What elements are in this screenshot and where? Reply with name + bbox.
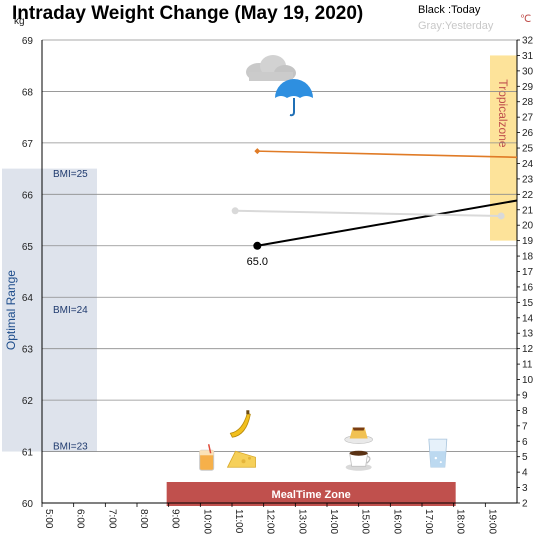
y-right-tick-label: 17 [522, 267, 534, 278]
x-tick-label: 7:00 [106, 509, 117, 529]
y-right-tick-label: 12 [522, 344, 534, 355]
y-right-tick-label: 31 [522, 51, 534, 62]
x-tick-label: 14:00 [328, 509, 339, 534]
banana-icon [229, 410, 251, 438]
y-right-tick-label: 32 [522, 36, 534, 47]
y-right-tick-label: 28 [522, 97, 534, 108]
legend-yesterday: Gray:Yesterday [418, 20, 494, 32]
x-tick-label: 8:00 [138, 509, 149, 529]
x-tick-label: 19:00 [486, 509, 497, 534]
y-right-tick-label: 26 [522, 128, 534, 139]
y-left-tick-label: 64 [22, 293, 34, 304]
chart-title: Intraday Weight Change (May 19, 2020) [12, 3, 363, 24]
rain-cloud-umbrella-icon [246, 55, 313, 117]
bmi-marker-label: BMI=24 [53, 305, 88, 316]
background-bands: Optimal Range Tropicalzone MealTime Zone BM… [2, 55, 517, 506]
y-right-tick-label: 22 [522, 190, 534, 201]
y-right-tick-label: 25 [522, 144, 534, 155]
today-point [253, 241, 262, 250]
y-right-tick-label: 27 [522, 113, 534, 124]
x-tick-label: 11:00 [233, 509, 244, 534]
y-right-tick-label: 6 [522, 437, 528, 448]
labels-layer: Intraday Weight Change (May 19, 2020) Bl… [12, 3, 531, 32]
bmi-marker-label: BMI=23 [53, 441, 88, 452]
icons-layer [199, 55, 448, 471]
x-tick-label: 16:00 [391, 509, 402, 534]
tropical-zone-label: Tropicalzone [496, 79, 510, 148]
y-right-tick-label: 16 [522, 282, 534, 293]
y-left-tick-label: 61 [22, 448, 34, 459]
y-right-tick-label: 11 [522, 360, 533, 371]
optimal-range-band [2, 168, 97, 452]
x-tick-label: 18:00 [455, 509, 466, 534]
y-left-tick-label: 62 [22, 396, 34, 407]
y-right-tick-label: 8 [522, 406, 528, 417]
y-right-tick-label: 5 [522, 452, 528, 463]
y-right-tick-label: 13 [522, 329, 534, 340]
today-series-line [257, 199, 518, 247]
yesterday-series-line [235, 209, 502, 217]
y-right-tick-label: 29 [522, 82, 534, 93]
temperature-point [254, 148, 261, 155]
y-right-tick-label: 18 [522, 252, 534, 263]
x-tick-label: 6:00 [75, 509, 86, 529]
x-tick-label: 15:00 [360, 509, 371, 534]
bmi-marker-label: BMI=25 [53, 169, 88, 180]
x-tick-label: 13:00 [296, 509, 307, 534]
gridlines [42, 39, 517, 452]
x-tick-label: 5:00 [43, 509, 54, 529]
pudding-icon [344, 427, 373, 444]
cheese-icon [226, 450, 256, 468]
y-left-tick-label: 66 [22, 190, 34, 201]
juice-icon [199, 444, 215, 471]
y-right-tick-label: 3 [522, 483, 528, 494]
y-right-tick-label: 9 [522, 390, 528, 401]
x-tick-label: 9:00 [170, 509, 181, 529]
today-point-label: 65.0 [247, 256, 268, 268]
y-left-tick-label: 63 [22, 345, 34, 356]
series-layer: 65.0 [231, 148, 518, 268]
x-tick-label: 12:00 [265, 509, 276, 534]
yesterday-point [497, 212, 505, 220]
y-right-tick-label: 10 [522, 375, 534, 386]
y-right-tick-label: 14 [522, 313, 534, 324]
y-left-tick-label: 60 [22, 499, 34, 510]
x-tick-label: 17:00 [423, 509, 434, 534]
y-left-tick-label: 69 [22, 36, 34, 47]
y-right-tick-label: 30 [522, 66, 534, 77]
y-left-tick-label: 68 [22, 87, 34, 98]
temperature-series-line [257, 150, 518, 159]
tropical-zone-band [490, 55, 517, 241]
meal-time-zone-label: MealTime Zone [272, 489, 351, 501]
y-left-tick-label: 67 [22, 139, 34, 150]
y-right-tick-label: 2 [522, 499, 528, 510]
y-right-tick-label: 23 [522, 174, 534, 185]
y-right-tick-label: 24 [522, 159, 534, 170]
left-axis-unit: kg [14, 16, 25, 27]
y-right-tick-label: 15 [522, 298, 534, 309]
right-axis-unit: ℃ [520, 14, 531, 25]
optimal-range-label: Optimal Range [4, 270, 18, 350]
y-right-tick-label: 4 [522, 468, 528, 479]
axes: 6061626364656667686923456789101112131415… [22, 36, 534, 535]
y-right-tick-label: 21 [522, 205, 534, 216]
y-right-tick-label: 7 [522, 421, 528, 432]
y-right-tick-label: 19 [522, 236, 534, 247]
meal-time-zone-bar [166, 482, 456, 506]
water-glass-icon [428, 438, 448, 468]
x-tick-label: 10:00 [201, 509, 212, 534]
y-right-tick-label: 20 [522, 221, 534, 232]
legend-today: Black :Today [418, 4, 481, 16]
coffee-icon [345, 450, 372, 471]
yesterday-point [231, 207, 239, 215]
y-left-tick-label: 65 [22, 242, 34, 253]
